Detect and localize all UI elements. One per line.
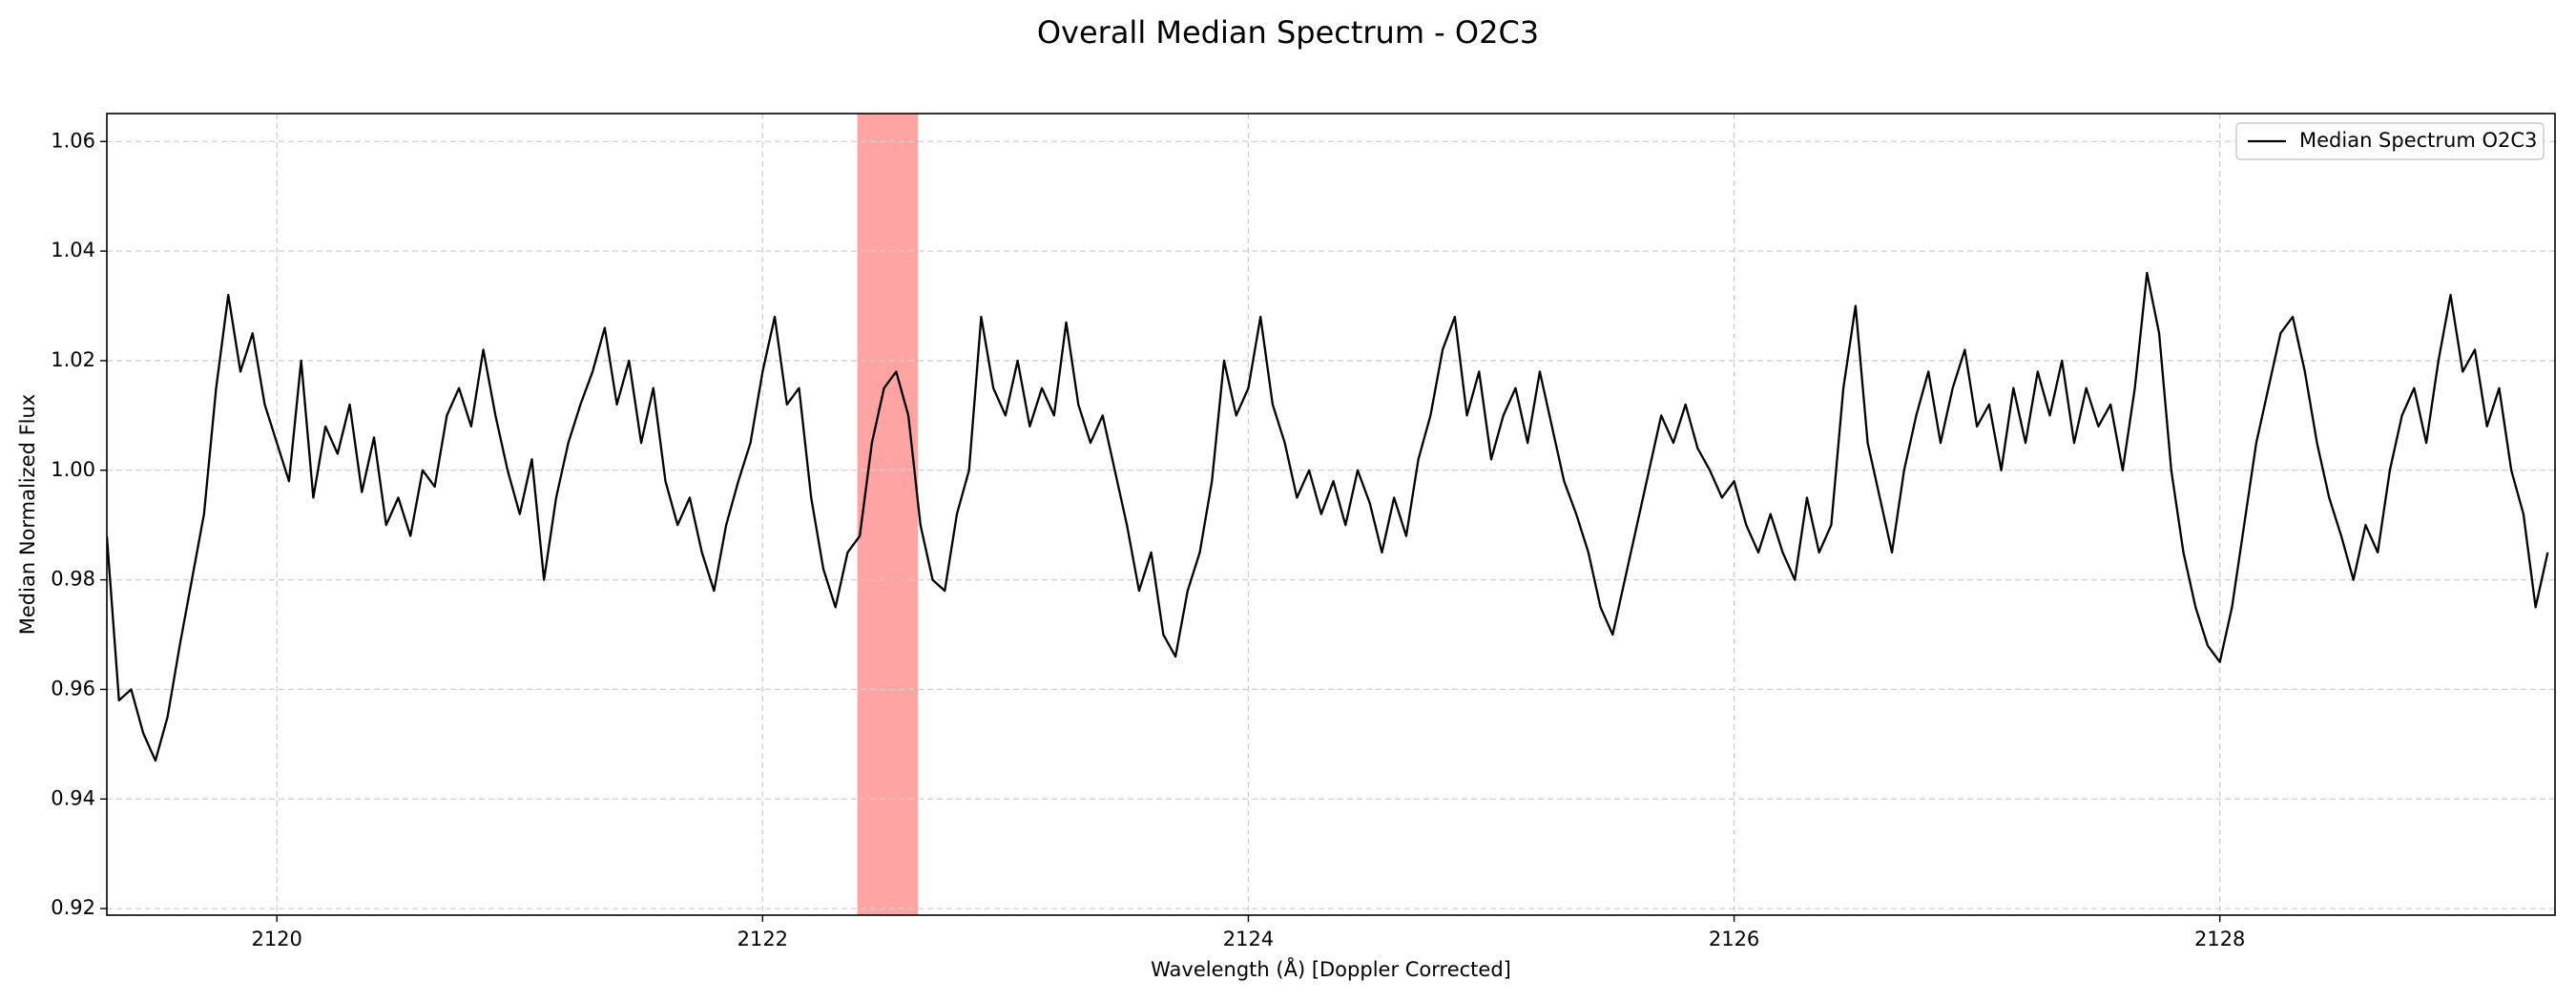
y-tick-label: 0.94 — [51, 786, 95, 809]
plot-frame — [106, 113, 2556, 916]
x-tick-label: 2126 — [1709, 928, 1759, 950]
y-tick-label: 1.02 — [51, 348, 95, 371]
x-tick-label: 2122 — [737, 928, 788, 950]
x-tick-label: 2124 — [1223, 928, 1274, 950]
highlight-span — [857, 114, 919, 915]
y-tick-label: 0.96 — [51, 677, 95, 699]
chart-title: Overall Median Spectrum - O2C3 — [1037, 14, 1539, 51]
y-tick-label: 0.92 — [51, 896, 95, 919]
legend-label: Median Spectrum O2C3 — [2299, 129, 2537, 152]
y-tick-label: 1.00 — [51, 458, 95, 481]
x-axis-label: Wavelength (Å) [Doppler Corrected] — [1151, 956, 1511, 981]
legend-box — [2235, 122, 2545, 160]
x-tick-label: 2120 — [251, 928, 301, 950]
y-tick-label: 1.06 — [51, 129, 95, 152]
x-tick-label: 2128 — [2194, 928, 2245, 950]
y-tick-label: 0.98 — [51, 568, 95, 591]
y-tick-label: 1.04 — [51, 239, 95, 261]
y-axis-label: Median Normalized Flux — [16, 394, 39, 635]
spectrum-line — [107, 271, 2549, 762]
